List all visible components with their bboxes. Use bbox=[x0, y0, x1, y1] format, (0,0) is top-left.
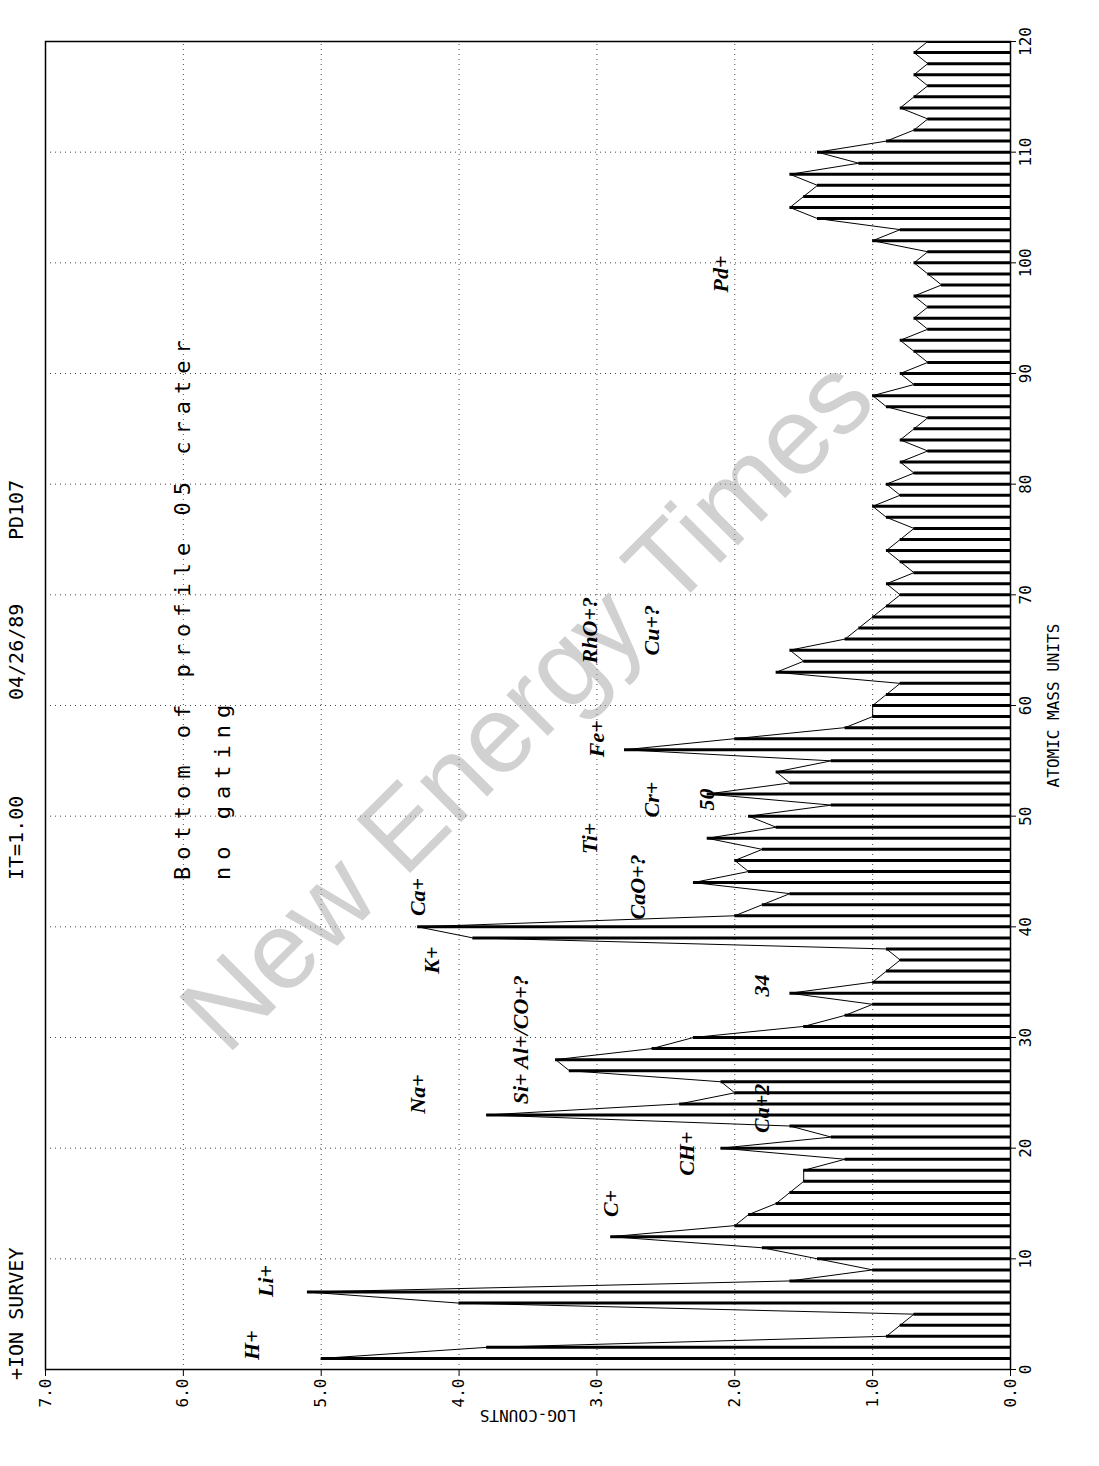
svg-text:New Energy Times: New Energy Times bbox=[156, 333, 896, 1073]
svg-text:40: 40 bbox=[1016, 917, 1035, 936]
svg-text:30: 30 bbox=[1016, 1028, 1035, 1047]
svg-text:Cr+: Cr+ bbox=[639, 782, 664, 818]
svg-text:Pd+: Pd+ bbox=[708, 255, 733, 293]
svg-text:RhO+?: RhO+? bbox=[577, 597, 602, 664]
svg-text:LOG-COUNTS: LOG-COUNTS bbox=[480, 1406, 576, 1425]
svg-text:90: 90 bbox=[1016, 364, 1035, 383]
svg-text:5.0: 5.0 bbox=[311, 1379, 330, 1408]
svg-text:6.0: 6.0 bbox=[173, 1379, 192, 1408]
svg-text:110: 110 bbox=[1016, 138, 1035, 167]
svg-text:4.0: 4.0 bbox=[449, 1379, 468, 1408]
svg-text:100: 100 bbox=[1016, 248, 1035, 277]
svg-text:50: 50 bbox=[694, 789, 719, 811]
svg-text:CaO+?: CaO+? bbox=[625, 854, 650, 919]
svg-text:Na+: Na+ bbox=[405, 1074, 430, 1114]
svg-text:20: 20 bbox=[1016, 1139, 1035, 1158]
svg-text:C+: C+ bbox=[598, 1190, 623, 1217]
svg-text:CH+: CH+ bbox=[674, 1132, 699, 1176]
svg-text:Ca+: Ca+ bbox=[405, 878, 430, 916]
svg-text:Cu+?: Cu+? bbox=[639, 605, 664, 655]
svg-text:H+: H+ bbox=[239, 1330, 264, 1361]
svg-text:70: 70 bbox=[1016, 585, 1035, 604]
svg-text:120: 120 bbox=[1016, 27, 1035, 56]
svg-text:7.0: 7.0 bbox=[36, 1379, 55, 1408]
svg-text:0: 0 bbox=[1016, 1365, 1035, 1375]
svg-text:1.0: 1.0 bbox=[863, 1379, 882, 1408]
svg-text:ATOMIC MASS UNITS: ATOMIC MASS UNITS bbox=[1044, 624, 1063, 788]
svg-text:Si+ Al+/CO+?: Si+ Al+/CO+? bbox=[508, 975, 533, 1104]
svg-text:Li+: Li+ bbox=[253, 1265, 278, 1298]
svg-text:0.0: 0.0 bbox=[1001, 1379, 1020, 1408]
svg-text:34: 34 bbox=[749, 974, 774, 997]
svg-text:K+: K+ bbox=[419, 946, 444, 974]
svg-text:Ca+2: Ca+2 bbox=[749, 1084, 774, 1133]
svg-text:Ti+: Ti+ bbox=[577, 823, 602, 854]
svg-text:2.0: 2.0 bbox=[725, 1379, 744, 1408]
svg-text:60: 60 bbox=[1016, 696, 1035, 715]
svg-text:10: 10 bbox=[1016, 1249, 1035, 1268]
svg-text:80: 80 bbox=[1016, 475, 1035, 494]
svg-text:Fe+: Fe+ bbox=[584, 720, 609, 758]
svg-text:3.0: 3.0 bbox=[587, 1379, 606, 1408]
svg-text:50: 50 bbox=[1016, 807, 1035, 826]
